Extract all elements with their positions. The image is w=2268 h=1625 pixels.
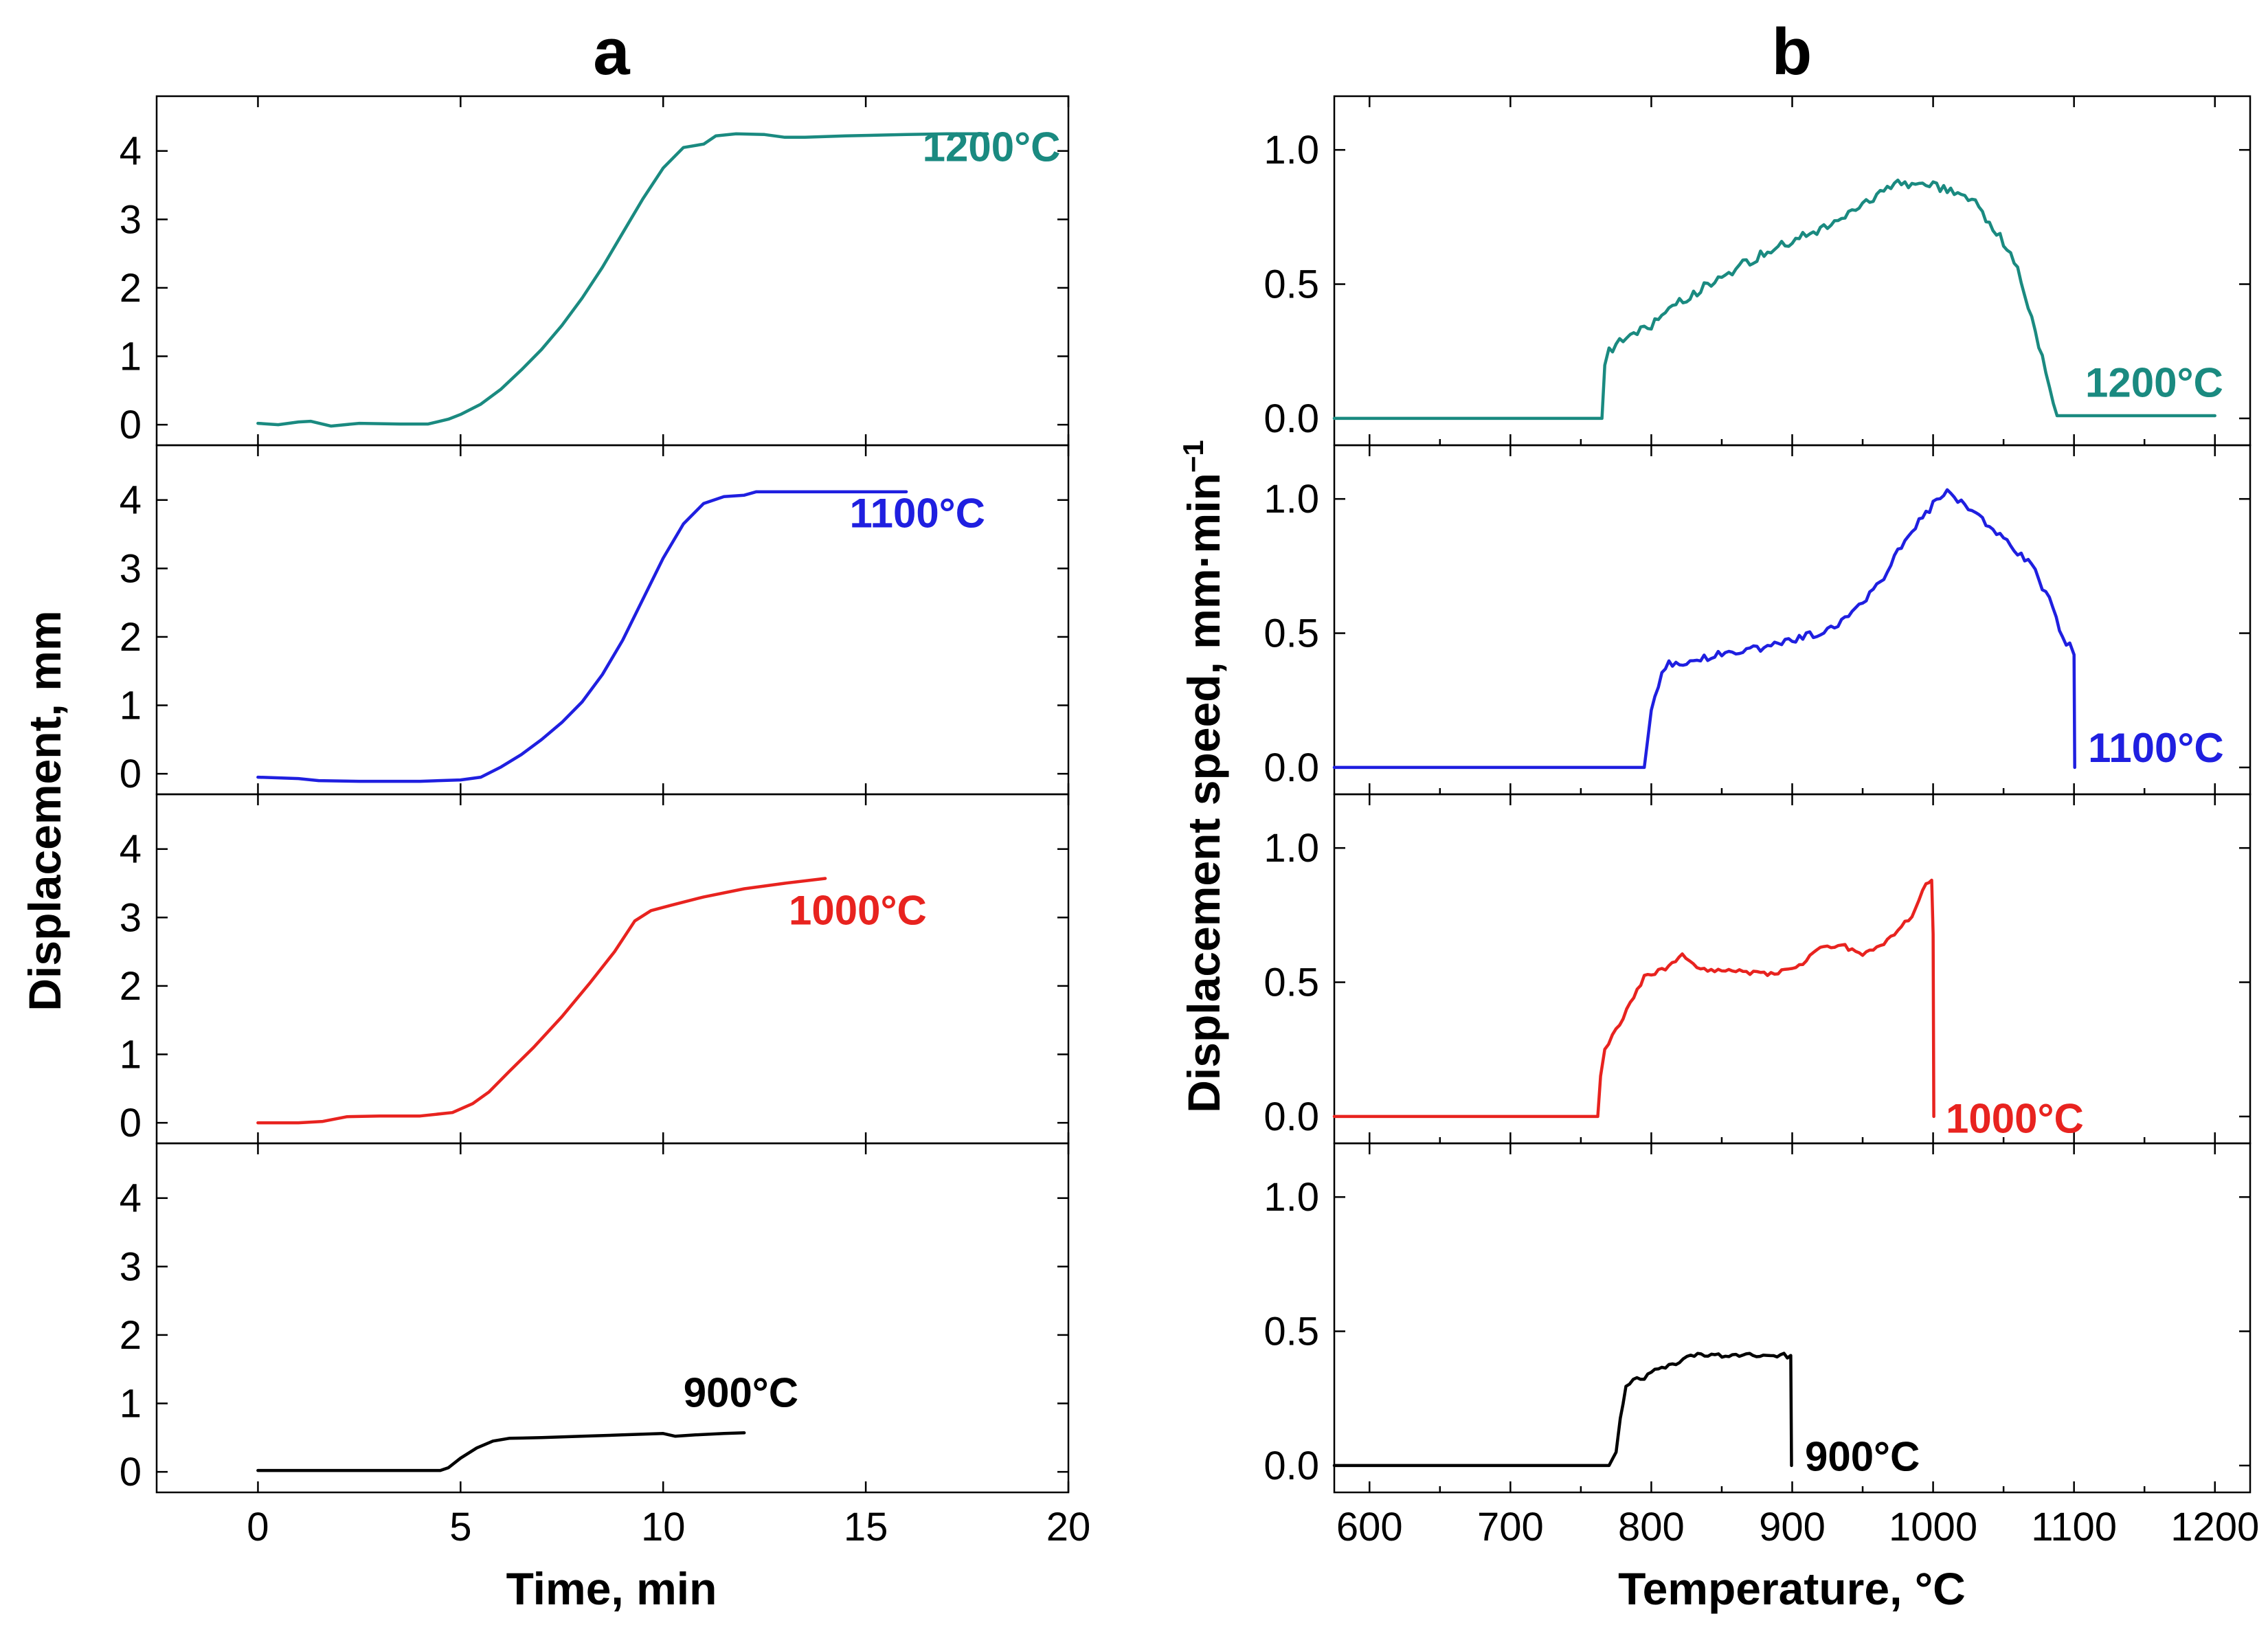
y-tick-label: 4 [120,478,142,523]
series-label: 1000°C [1946,1095,2084,1141]
x-tick-label: 10 [641,1505,686,1549]
series-label: 900°C [1805,1434,1920,1480]
panel-a-x-axis-title: Time, min [506,1563,717,1614]
subplot-b-0: 0.0 0.5 1.0 1200°C [1264,95,2252,447]
x-tick-label: 1200 [2170,1505,2259,1549]
series-label: 1200°C [2085,360,2223,406]
y-tick-label: 4 [120,129,142,174]
subplot-b-2: 0.0 0.5 1.0 1000°C [1264,793,2252,1145]
series-line-1100°C [1332,488,2076,770]
subplot-b-3: 0.0 0.5 1.0 600 700 800 900 1000 1100 1200 900°C [1264,1142,2259,1549]
x-tick-label: 900 [1759,1505,1826,1549]
y-tick-label: 1 [120,1382,142,1426]
y-tick-label: 0.0 [1264,1444,1319,1488]
series-label: 900°C [684,1369,798,1415]
x-tick-label: 0 [247,1505,269,1549]
y-tick-label: 3 [120,895,142,940]
panel-b-label: b [1772,15,1812,89]
series-label: 1200°C [923,124,1061,170]
subplot-frame [155,1142,1070,1494]
y-tick-label: 0.5 [1264,961,1319,1005]
subplot-a-0: 0 1 2 3 4 1200°C [120,95,1070,447]
y-tick-label: 2 [120,1313,142,1358]
series-label: 1000°C [789,887,927,933]
y-tick-label: 3 [120,1244,142,1289]
x-tick-label: 600 [1336,1505,1403,1549]
y-tick-label: 0 [120,403,142,447]
series-label: 1100°C [2088,725,2224,771]
subplot-a-1: 0 1 2 3 4 1100°C [120,444,1070,796]
series-line-1100°C [256,490,908,783]
panel-b-y-axis-title-main: Displacement speed, mm·min [1178,473,1229,1113]
x-tick-label: 15 [844,1505,888,1549]
subplot-b-1: 0.0 0.5 1.0 1100°C [1264,444,2252,796]
x-tick-label: 1000 [1889,1505,1977,1549]
y-tick-label: 4 [120,1176,142,1221]
y-tick-label: 1.0 [1264,128,1319,172]
y-tick-label: 1 [120,1033,142,1077]
y-tick-label: 0.5 [1264,1310,1319,1354]
y-tick-label: 0.5 [1264,612,1319,656]
y-tick-label: 0.0 [1264,746,1319,790]
y-tick-label: 1.0 [1264,477,1319,522]
series-label: 1100°C [850,491,986,537]
series-line-1000°C [256,877,827,1125]
y-tick-label: 0 [120,1101,142,1145]
y-tick-label: 0 [120,1450,142,1494]
y-tick-label: 2 [120,615,142,660]
panel-a-label: a [593,15,630,89]
series-line-900°C [256,1431,746,1472]
y-tick-label: 4 [120,827,142,872]
x-tick-label: 20 [1046,1505,1091,1549]
x-tick-label: 1100 [2031,1505,2117,1549]
panel-b-y-axis-title-superscript: −1 [1177,440,1209,473]
y-tick-label: 2 [120,266,142,311]
y-tick-label: 0.0 [1264,396,1319,441]
y-tick-label: 1 [120,684,142,728]
panel-a-y-axis-title: Displacement, mm [19,610,70,1011]
subplot-a-2: 0 1 2 3 4 1000°C [120,793,1070,1145]
subplot-frame [155,793,1070,1145]
y-tick-label: 3 [120,546,142,591]
y-tick-label: 3 [120,197,142,242]
y-tick-label: 1.0 [1264,826,1319,871]
y-tick-label: 1.0 [1264,1175,1319,1220]
subplot-a-3: 0 1 2 3 4 0 5 10 15 20 900°C [120,1142,1091,1549]
panel-b-x-axis-title: Temperature, °C [1618,1563,1966,1614]
x-tick-label: 800 [1618,1505,1685,1549]
series-line-900°C [1332,1352,1793,1468]
x-tick-label: 5 [449,1505,471,1549]
y-tick-label: 0.0 [1264,1095,1319,1139]
y-tick-label: 2 [120,964,142,1009]
y-tick-label: 1 [120,335,142,379]
series-line-1200°C [256,132,989,428]
series-line-1000°C [1332,878,1935,1119]
x-tick-label: 700 [1477,1505,1544,1549]
panel-b-y-axis-title: Displacement speed, mm·min−1 [1177,440,1229,1113]
series-line-1200°C [1332,178,2216,421]
y-tick-label: 0 [120,752,142,796]
y-tick-label: 0.5 [1264,262,1319,307]
plot-area: 0 1 2 3 4 1200°C 0 1 2 3 4 1100°C 0 1 2 3 4 1000°C 0 1 2 3 4 0 5… [120,95,2259,1549]
